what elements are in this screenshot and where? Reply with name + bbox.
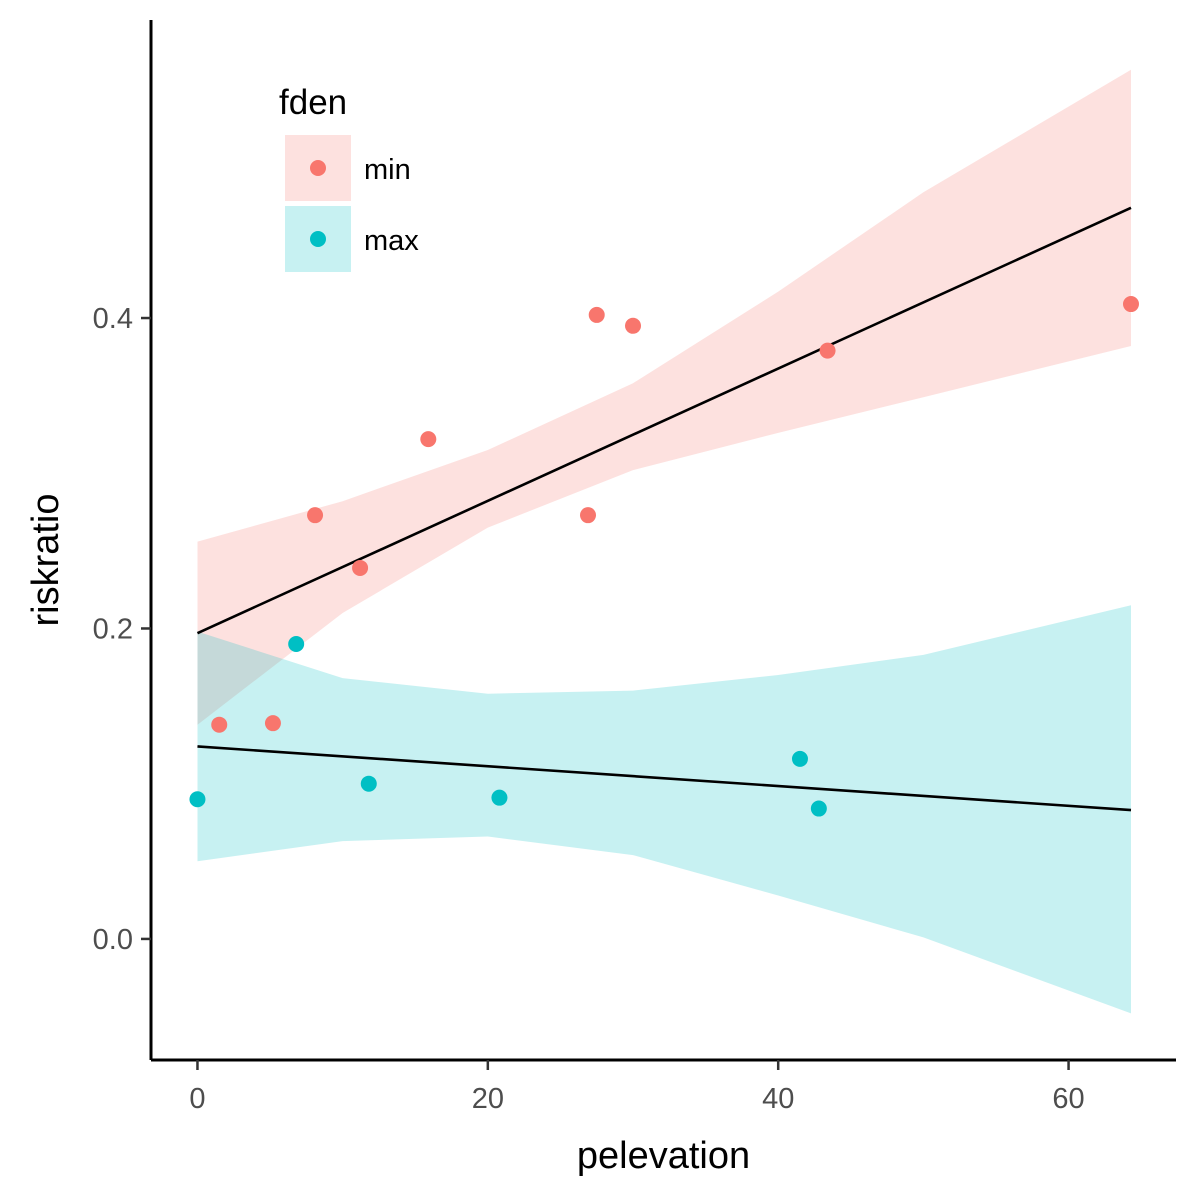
data-points bbox=[189, 296, 1139, 817]
y-tick-label: 0.2 bbox=[93, 613, 133, 645]
y-axis-ticks: 0.0 0.2 0.4 bbox=[93, 303, 151, 956]
y-tick-label: 0.4 bbox=[93, 303, 133, 335]
x-tick-label: 60 bbox=[1052, 1083, 1084, 1115]
point-min bbox=[588, 306, 605, 323]
y-tick-label: 0.0 bbox=[93, 924, 133, 956]
fit-line-min bbox=[196, 206, 1132, 635]
legend-label-max: max bbox=[364, 225, 419, 257]
point-max bbox=[791, 750, 808, 767]
legend-dot-max bbox=[310, 231, 326, 247]
x-tick-label: 40 bbox=[762, 1083, 794, 1115]
fit-line-max bbox=[197, 745, 1132, 812]
confidence-ribbons bbox=[197, 69, 1131, 1014]
point-min bbox=[819, 342, 836, 359]
point-min bbox=[420, 431, 437, 448]
legend-title: fden bbox=[279, 83, 347, 122]
x-tick-label: 0 bbox=[189, 1083, 205, 1115]
x-tick-label: 20 bbox=[472, 1083, 504, 1115]
point-max bbox=[360, 775, 377, 792]
point-min bbox=[211, 716, 228, 733]
fit-lines bbox=[196, 206, 1132, 812]
legend-dot-min bbox=[310, 160, 326, 176]
x-axis-title: pelevation bbox=[577, 1135, 750, 1177]
point-min bbox=[307, 507, 324, 524]
y-axis-title: riskratio bbox=[25, 493, 67, 626]
x-axis-ticks: 0 20 40 60 bbox=[189, 1060, 1085, 1115]
legend-label-min: min bbox=[364, 154, 411, 186]
point-min bbox=[1122, 296, 1139, 313]
point-max bbox=[810, 800, 827, 817]
point-min bbox=[580, 507, 597, 524]
ribbon-max bbox=[197, 605, 1131, 1014]
point-max bbox=[288, 636, 305, 652]
point-max bbox=[491, 789, 508, 806]
point-min bbox=[352, 559, 369, 576]
point-min bbox=[625, 317, 642, 334]
point-min bbox=[264, 715, 281, 732]
ribbon-min bbox=[197, 69, 1131, 725]
legend: fden min max bbox=[279, 83, 419, 272]
point-max bbox=[189, 791, 206, 808]
